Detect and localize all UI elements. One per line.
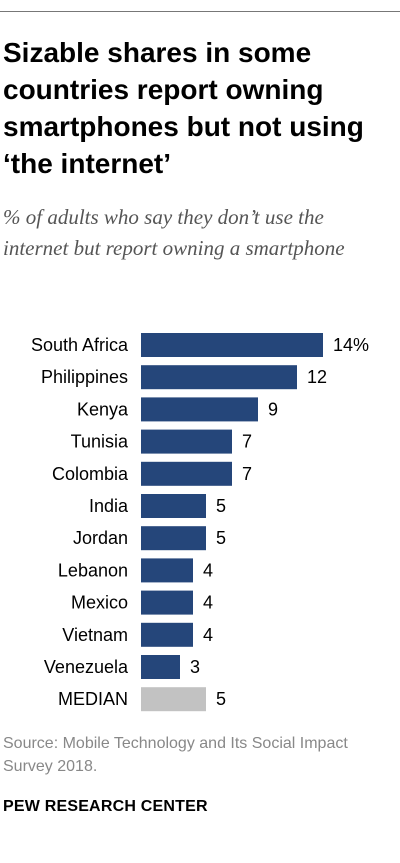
- category-label-lebanon: Lebanon: [58, 560, 128, 580]
- category-label-venezuela: Venezuela: [44, 657, 129, 677]
- category-label-mexico: Mexico: [71, 593, 128, 613]
- bar-chart: South Africa 14% Philippines 12 Kenya 9 Tunisi…: [31, 333, 369, 712]
- source-note: Source: Mobile Technology and Its Social…: [3, 735, 348, 775]
- value-label-mexico: 4: [203, 593, 213, 613]
- value-label-india: 5: [216, 496, 226, 516]
- bar-south-africa: [141, 333, 323, 357]
- category-label-philippines: Philippines: [41, 367, 128, 387]
- bar-lebanon: [141, 558, 193, 583]
- category-label-south-africa: South Africa: [31, 335, 129, 355]
- value-label-vietnam: 4: [203, 625, 213, 645]
- bar-india: [141, 494, 206, 518]
- bar-jordan: [141, 526, 206, 551]
- chart-title: Sizable shares in some countries report …: [3, 37, 364, 179]
- value-label-venezuela: 3: [190, 657, 200, 677]
- value-label-median: 5: [216, 689, 226, 709]
- category-label-median: MEDIAN: [58, 689, 128, 709]
- category-label-india: India: [89, 496, 129, 516]
- bar-tunisia: [141, 429, 232, 454]
- category-label-jordan: Jordan: [73, 528, 128, 548]
- value-label-lebanon: 4: [203, 560, 213, 580]
- chart-subtitle: % of adults who say they don’t use the i…: [3, 205, 345, 260]
- value-label-philippines: 12: [307, 367, 327, 387]
- value-label-tunisia: 7: [242, 432, 252, 452]
- category-label-colombia: Colombia: [52, 464, 129, 484]
- category-label-kenya: Kenya: [77, 399, 129, 419]
- top-rule: [0, 11, 400, 12]
- bar-vietnam: [141, 622, 193, 647]
- bar-median: [141, 687, 206, 712]
- bar-venezuela: [141, 655, 180, 679]
- footer-brand: PEW RESEARCH CENTER: [3, 798, 208, 815]
- bar-mexico: [141, 590, 193, 615]
- bar-kenya: [141, 397, 258, 422]
- bar-philippines: [141, 365, 297, 390]
- value-label-colombia: 7: [242, 464, 252, 484]
- value-label-south-africa: 14%: [333, 335, 369, 355]
- category-label-vietnam: Vietnam: [62, 625, 128, 645]
- value-label-kenya: 9: [268, 399, 278, 419]
- value-label-jordan: 5: [216, 528, 226, 548]
- category-label-tunisia: Tunisia: [71, 432, 129, 452]
- bar-colombia: [141, 461, 232, 486]
